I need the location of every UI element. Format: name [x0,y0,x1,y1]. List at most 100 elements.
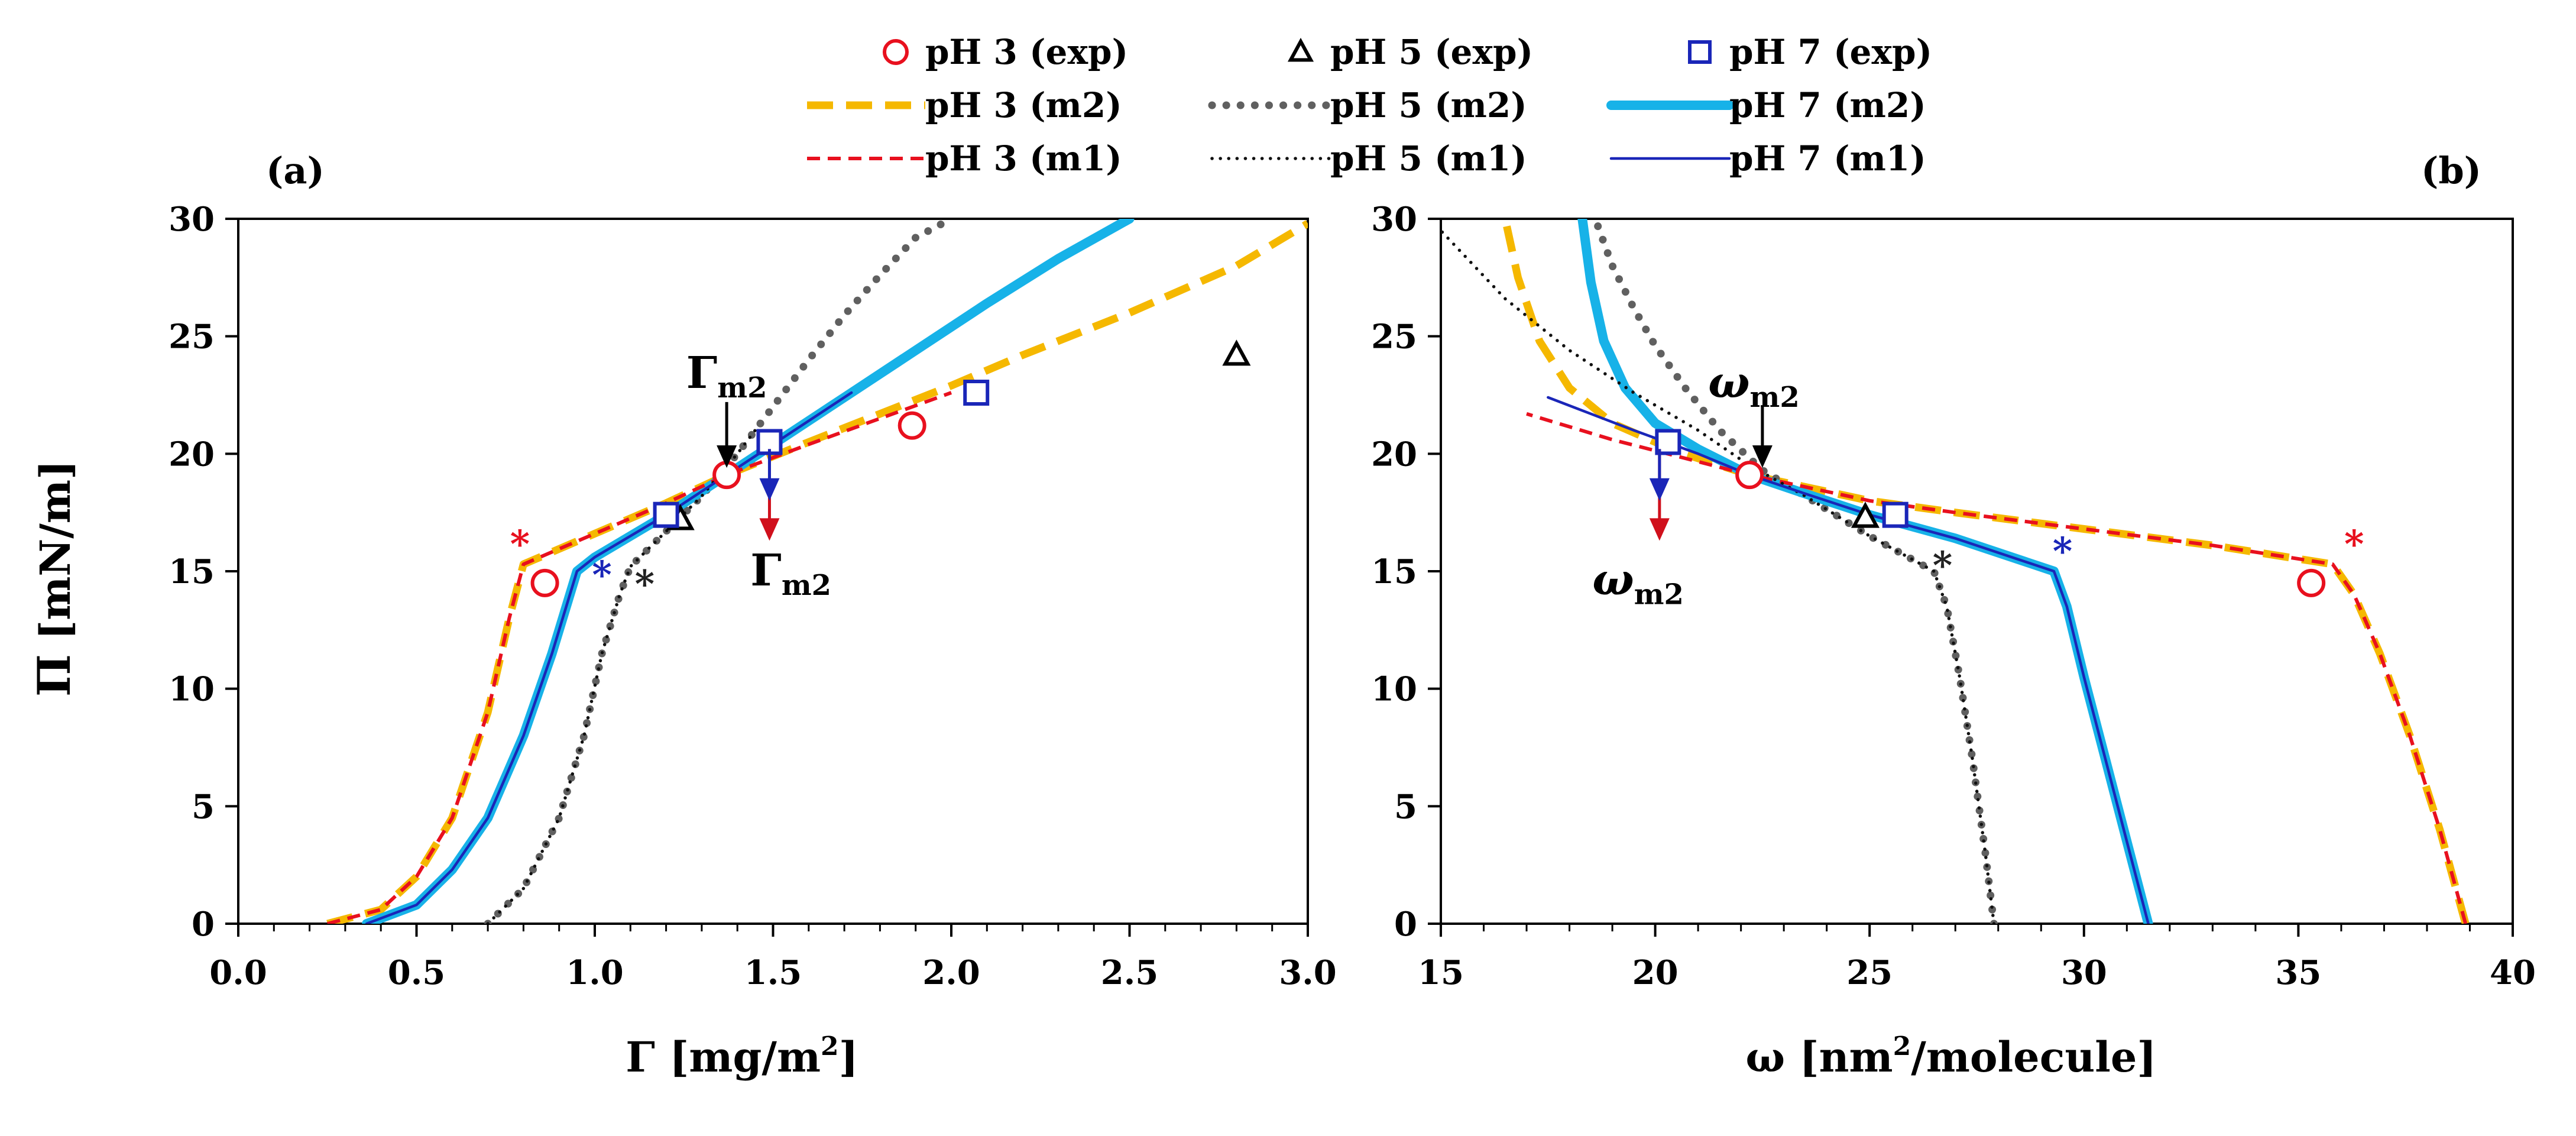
panel-a-x-axis-title-unit: [mg/m [669,1033,821,1082]
panel-a-series-ph-7-m2 [362,219,1135,924]
panel-b-y-tick-label: 10 [1371,670,1417,709]
panel-b-arrow-omega-m2-red-head [1649,518,1670,541]
y-axis-title-unit: [mN/m] [31,460,80,640]
panel-a-y-tick-label: 15 [169,552,215,591]
panel-a-point-ph-7-exp [963,380,990,406]
panel-a-x-axis-title: Γ [mg/m2] [626,1031,858,1082]
legend-label-ph-5-exp: pH 5 (exp) [1330,32,1533,72]
panel-b-x-axis-title: ω [nm2/molecule] [1746,1031,2157,1082]
panel-b-x-axis-title-symbol: ω [1746,1033,1786,1082]
panel-b-y-tick-label: 20 [1371,435,1417,474]
panel-a-point-ph-7-exp [653,501,679,528]
legend-label-ph-7-m2: pH 7 (m2) [1729,85,1926,125]
panel-b-x-tick-label: 25 [1846,953,1893,992]
panel-a-point-ph-5-exp [1222,339,1251,366]
panel-b-annotation-symbol: ω [1708,357,1749,408]
panel-b-x-axis-title-end: /molecule] [1911,1033,2156,1082]
panel-a-x-tick-label: 2.5 [1101,953,1158,992]
legend-label-ph-3-m2: pH 3 (m2) [925,85,1122,125]
panel-a-x-axis-title-symbol: Γ [626,1033,655,1082]
panel-a-point-ph-3-exp [897,411,926,440]
y-axis-title: Π [mN/m] [28,460,80,697]
panel-b-x-tick-label: 35 [2275,953,2321,992]
panel-b-series-ph-3-m2 [1501,219,2470,924]
panel-a-point-ph-3-exp [530,568,559,597]
panel-a-x-axis-title-end: ] [839,1033,858,1082]
panel-b-y-tick-label: 15 [1371,552,1417,591]
panel-a-series-ph-3-m1 [327,391,952,924]
panel-a-x-tick-label: 1.5 [744,953,802,992]
panel-a-series-ph-7-m1 [365,391,853,924]
panel-a-x-tick-label: 2.0 [922,953,980,992]
legend-marker-ph-5-exp [1287,37,1314,62]
panel-a-x-tick-label: 0.5 [388,953,445,992]
panel-b-arrow-omega-m2-down-head [1752,445,1773,468]
panel-a-x-tick-label: 0.0 [209,953,267,992]
panel-b-curves [1441,219,2470,924]
panel-b-y-tick-label: 0 [1394,905,1417,944]
panel-a-y-tick-label: 0 [192,905,215,944]
panel-b-annotation-m2: ωm2 [1708,357,1800,414]
legend-label-ph-3-exp: pH 3 (exp) [925,32,1128,72]
panel-b-point-ph-5-exp [1851,501,1880,528]
legend-label-ph-7-m1: pH 7 (m1) [1729,138,1926,179]
panel-a-label: (a) [266,149,325,192]
panel-a-arrow-gamma-m2-down-head [717,445,737,468]
panel-a-plot-area: 0.0 0.5 1.0 1.5 2.0 2.5 3.0051015202530Γm2Γm2*… [169,200,1337,992]
panel-a-y-tick-label: 20 [169,435,215,474]
panel-b-asterisk: * [2344,522,2364,567]
panel-a-x-tick-label: 3.0 [1279,953,1336,992]
panel-a-annotation-symbol: Γ [750,545,782,596]
panel-a-x-axis-title-sup: 2 [821,1031,839,1061]
panel-a-annotation-m2: Γm2 [750,545,831,602]
panel-b-series-ph-3-m1 [1526,412,2468,924]
panel-a-asterisk: * [510,522,530,567]
panel-b-y-tick-label: 5 [1394,787,1417,826]
panel-b-x-axis-title-unit: [nm [1800,1033,1893,1082]
panel-b-series-ph-7-m1 [1547,396,2150,924]
panel-a-annotation-symbol: Γ [686,348,718,399]
panel-a-y-tick-label: 25 [169,318,215,357]
panel-a-annotation-m2: Γm2 [686,348,767,404]
panel-b-annotation-m2: ωm2 [1592,555,1684,611]
panel-b-x-tick-label: 30 [2061,953,2107,992]
panel-a-annotation-subscript: m2 [782,569,831,602]
panel-b-annotation-symbol: ω [1592,555,1634,606]
panel-b-x-tick-label: 20 [1632,953,1679,992]
panel-a-annotation-subscript: m2 [717,371,767,404]
panel-a-y-tick-label: 30 [169,200,215,239]
panel-b-asterisk: * [1933,543,1952,588]
panel-b-x-tick-label: 40 [2490,953,2536,992]
panel-b-arrow-omega-m2-blue-head [1649,478,1670,501]
panel-a-y-tick-label: 10 [169,670,215,709]
y-axis-title-symbol: Π [28,654,80,697]
panel-a-series-ph-5-m2 [484,219,955,924]
panel-b-point-ph-3-exp [1735,461,1764,490]
legend: pH 3 (exp) pH 5 (exp) pH 7 (exp) pH 3 (m2) p… [807,32,1932,179]
panel-b-x-tick-label: 15 [1418,953,1464,992]
panel-a-arrow-gamma-m2-red-head [759,518,780,541]
panel-a-y-tick-label: 5 [192,787,215,826]
panel-b-series-ph-5-m1 [1441,229,1996,924]
panel-a-series-ph-5-m1 [486,428,757,924]
panel-b-annotation-subscript: m2 [1634,578,1684,611]
legend-marker-ph-3-exp [883,39,909,65]
panel-a-asterisk: * [635,562,654,607]
panel-b-point-ph-7-exp [1882,501,1908,528]
panel-b-x-axis-title-sup: 2 [1893,1031,1911,1061]
panel-a-arrow-gamma-m2-blue-head [759,478,780,501]
panel-a: (a) 0.0 0.5 1.0 1.5 2.0 2.5 3.0 0 5 10 15 20 25 30 Γm2… [28,149,1337,1082]
panel-a-asterisk: * [592,553,611,597]
legend-label-ph-3-m1: pH 3 (m1) [925,138,1122,179]
panel-b-point-ph-3-exp [2297,568,2326,597]
panel-b-y-tick-label: 25 [1371,318,1417,357]
panel-b-y-tick-label: 30 [1371,200,1417,239]
legend-label-ph-5-m2: pH 5 (m2) [1330,85,1527,125]
legend-label-ph-7-exp: pH 7 (exp) [1729,32,1932,72]
panel-b-asterisk: * [2053,529,2072,574]
panel-a-x-tick-label: 1.0 [566,953,623,992]
legend-marker-ph-7-exp [1688,40,1712,64]
